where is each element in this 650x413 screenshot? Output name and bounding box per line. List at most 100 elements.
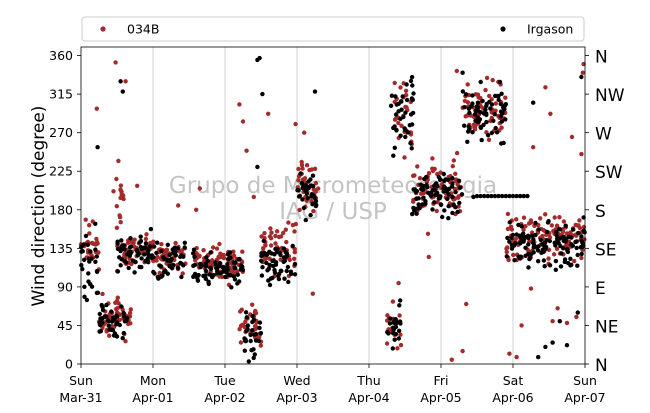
point-Irgason-116 xyxy=(146,260,151,265)
point-034B-682 xyxy=(564,231,570,236)
point-Irgason-387 xyxy=(388,316,393,321)
point-Irgason-294 xyxy=(261,238,266,244)
point-034B-87 xyxy=(121,193,126,198)
point-Irgason-279 xyxy=(243,338,248,344)
point-Irgason-548 xyxy=(466,106,472,112)
point-Irgason-695 xyxy=(120,89,126,94)
point-Irgason-702 xyxy=(453,205,458,210)
point-034B-329 xyxy=(273,233,278,239)
point-Irgason-354 xyxy=(297,193,303,198)
point-Irgason-611 xyxy=(536,227,541,232)
compass-label-1: NE xyxy=(595,317,618,337)
point-Irgason-333 xyxy=(276,273,281,279)
compass-label-5: SW xyxy=(595,163,623,183)
point-Irgason-388 xyxy=(396,336,401,341)
point-034B-43 xyxy=(128,307,133,312)
point-Irgason-553 xyxy=(479,137,484,143)
point-Irgason-273 xyxy=(249,348,254,353)
point-Irgason-167 xyxy=(163,268,168,274)
point-Irgason-488 xyxy=(424,182,429,188)
point-Irgason-190 xyxy=(227,250,233,255)
point-Irgason-290 xyxy=(292,261,298,267)
point-Irgason-409 xyxy=(403,128,408,133)
point-Irgason-57 xyxy=(102,314,107,319)
point-Irgason-175 xyxy=(152,271,157,276)
point-034B-497 xyxy=(411,173,416,178)
point-Irgason-326 xyxy=(272,267,277,273)
point-Irgason-405 xyxy=(407,123,412,128)
point-034B-731 xyxy=(460,348,465,354)
point-Irgason-554 xyxy=(473,108,478,113)
point-Irgason-120 xyxy=(138,244,144,250)
point-034B-697 xyxy=(573,222,578,228)
point-Irgason-655 xyxy=(576,230,581,236)
point-034B-663 xyxy=(546,256,551,261)
point-Irgason-102 xyxy=(142,245,147,250)
point-Irgason-226 xyxy=(191,251,196,256)
point-034B-317 xyxy=(269,230,274,235)
point-Irgason-656 xyxy=(547,263,553,268)
point-Irgason-385 xyxy=(386,331,391,336)
point-Irgason-594 xyxy=(527,255,533,261)
data-points xyxy=(78,55,587,364)
point-Irgason-99 xyxy=(148,226,154,232)
point-034B-563 xyxy=(493,101,498,106)
point-034B-323 xyxy=(274,229,280,234)
point-Irgason-544 xyxy=(498,101,503,107)
point-Irgason-556 xyxy=(481,111,487,116)
point-Irgason-304 xyxy=(286,279,291,285)
point-034B-626 xyxy=(505,245,510,250)
point-034B-730 xyxy=(454,68,459,74)
point-Irgason-716 xyxy=(514,193,519,199)
point-Irgason-261 xyxy=(250,328,255,333)
point-034B-388 xyxy=(309,167,314,172)
point-Irgason-614 xyxy=(519,224,524,229)
point-Irgason-291 xyxy=(267,282,273,288)
point-Irgason-707 xyxy=(482,193,487,199)
point-Irgason-366 xyxy=(314,202,319,208)
point-Irgason-513 xyxy=(489,130,494,136)
point-Irgason-518 xyxy=(475,100,481,105)
compass-label-4: S xyxy=(595,202,606,222)
point-Irgason-23 xyxy=(79,249,84,254)
point-Irgason-465 xyxy=(421,195,426,200)
point-Irgason-141 xyxy=(167,263,172,268)
x-tick-weekday-3: Wed xyxy=(283,373,310,388)
point-034B-342 xyxy=(292,250,297,255)
point-Irgason-685 xyxy=(573,239,578,245)
point-Irgason-424 xyxy=(409,146,414,151)
y-tick-label-3: 135 xyxy=(49,241,73,256)
point-034B-657 xyxy=(554,246,560,251)
x-tick-date-2: Apr-02 xyxy=(204,390,245,405)
point-034B-653 xyxy=(551,252,557,257)
point-034B-305 xyxy=(240,322,246,327)
point-034B-186 xyxy=(173,240,178,246)
point-034B-481 xyxy=(417,176,423,181)
point-Irgason-68 xyxy=(119,304,124,309)
point-Irgason-434 xyxy=(446,216,451,221)
point-Irgason-615 xyxy=(505,235,510,241)
point-Irgason-195 xyxy=(225,262,230,267)
point-Irgason-532 xyxy=(470,101,475,106)
point-Irgason-327 xyxy=(282,258,287,264)
point-Irgason-202 xyxy=(192,262,198,268)
point-Irgason-384 xyxy=(392,337,397,342)
point-Irgason-708 xyxy=(485,193,490,199)
point-Irgason-173 xyxy=(175,265,181,270)
point-034B-727 xyxy=(430,156,435,161)
point-Irgason-684 xyxy=(568,263,573,268)
point-Irgason-39 xyxy=(121,310,126,316)
point-034B-254 xyxy=(217,274,222,279)
point-Irgason-112 xyxy=(118,248,123,254)
point-Irgason-357 xyxy=(310,202,315,207)
point-Irgason-223 xyxy=(192,254,197,259)
point-034B-747 xyxy=(579,151,584,157)
point-Irgason-700 xyxy=(312,89,318,94)
point-Irgason-427 xyxy=(391,153,396,158)
y-tick-label-6: 270 xyxy=(49,125,73,140)
point-034B-715 xyxy=(197,186,202,191)
point-Irgason-203 xyxy=(235,272,240,277)
point-Irgason-319 xyxy=(281,246,287,251)
point-034B-268 xyxy=(216,254,221,260)
point-Irgason-342 xyxy=(313,199,319,204)
